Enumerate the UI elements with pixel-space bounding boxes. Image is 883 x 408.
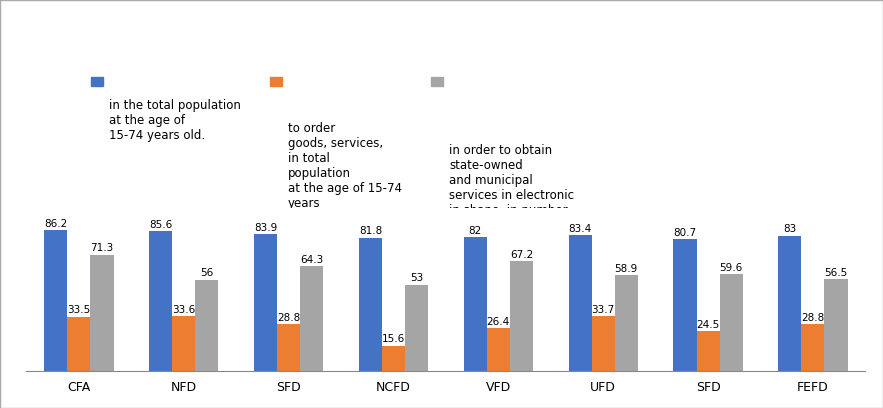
Bar [149,231,172,371]
Text: 83: 83 [783,224,796,234]
Legend: in the total population
at the age of
15-74 years old., to order
goods, services: in the total population at the age of 15… [91,14,630,147]
Text: 67.2: 67.2 [509,250,533,260]
Text: 24.5: 24.5 [697,320,720,330]
Bar [825,279,848,371]
Bar [802,324,825,371]
Text: 56: 56 [200,268,214,279]
Bar [254,234,277,371]
Bar [509,262,533,371]
Bar [67,317,90,371]
Text: 83.9: 83.9 [254,223,277,233]
Text: 80.7: 80.7 [674,228,697,238]
Text: 28.8: 28.8 [277,313,300,323]
Text: 56.5: 56.5 [825,268,848,278]
Bar [778,236,802,371]
Bar [358,237,382,371]
Text: 82: 82 [469,226,482,236]
Text: 15.6: 15.6 [381,335,405,344]
Bar [674,239,697,371]
Text: 59.6: 59.6 [720,263,743,273]
Bar [615,275,638,371]
Text: 58.9: 58.9 [615,264,638,274]
Text: 64.3: 64.3 [300,255,323,265]
Text: 85.6: 85.6 [149,220,172,230]
Bar [277,324,300,371]
Bar [569,235,592,371]
Bar [720,274,743,371]
Bar [697,331,720,371]
Text: 33.7: 33.7 [592,305,615,315]
Text: 86.2: 86.2 [44,219,67,229]
Text: 28.8: 28.8 [801,313,825,323]
Bar [195,280,218,371]
Text: 26.4: 26.4 [487,317,510,327]
Bar [90,255,114,371]
Bar [464,237,487,371]
Bar [382,346,405,371]
Bar [172,316,195,371]
Bar [487,328,509,371]
Bar [44,231,67,371]
Text: 33.5: 33.5 [67,305,91,315]
Bar [405,285,428,371]
Text: 53: 53 [410,273,423,284]
Text: 81.8: 81.8 [358,226,382,236]
Text: 71.3: 71.3 [90,244,114,253]
Bar [300,266,323,371]
Bar [592,316,615,371]
Text: 33.6: 33.6 [172,305,195,315]
Text: 83.4: 83.4 [569,224,592,234]
